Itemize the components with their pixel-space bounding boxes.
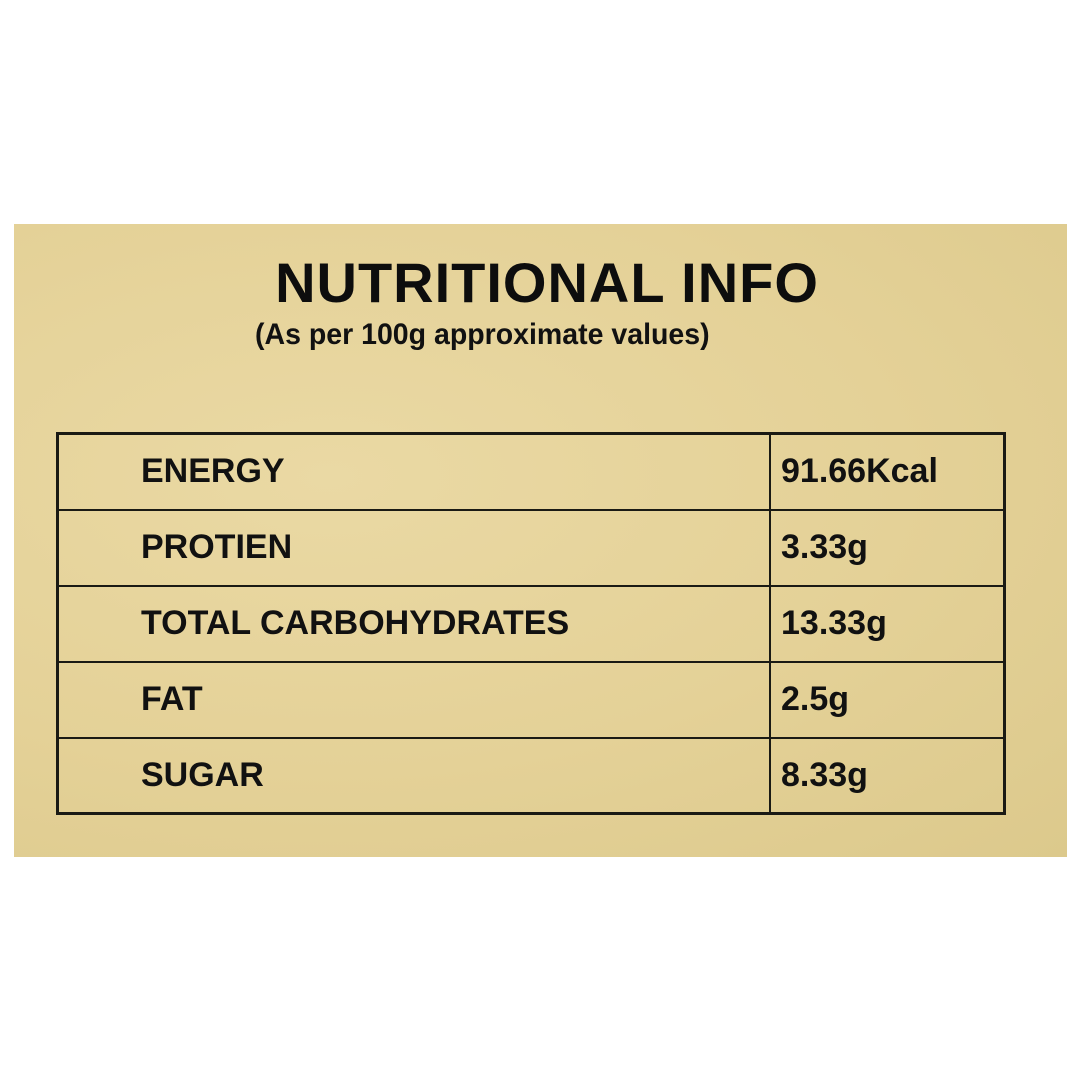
nutrient-value: 2.5g xyxy=(769,660,1006,739)
nutrient-label: ENERGY xyxy=(56,432,771,511)
table-row: ENERGY 91.66Kcal xyxy=(56,432,1006,511)
nutrient-label: FAT xyxy=(56,660,771,739)
nutrient-value: 91.66Kcal xyxy=(769,432,1006,511)
nutrient-label: PROTIEN xyxy=(56,508,771,587)
subtitle: (As per 100g approximate values) xyxy=(255,318,710,351)
nutrient-label: SUGAR xyxy=(56,736,771,815)
nutrient-value: 3.33g xyxy=(769,508,1006,587)
nutrient-value: 13.33g xyxy=(769,584,1006,663)
nutrient-value: 8.33g xyxy=(769,736,1006,815)
table-row: PROTIEN 3.33g xyxy=(56,508,1006,587)
page-title: NUTRITIONAL INFO xyxy=(275,251,819,314)
nutrient-label: TOTAL CARBOHYDRATES xyxy=(56,584,771,663)
table-row: TOTAL CARBOHYDRATES 13.33g xyxy=(56,584,1006,663)
nutrition-table: ENERGY 91.66Kcal PROTIEN 3.33g TOTAL CAR… xyxy=(56,432,1006,815)
table-row: SUGAR 8.33g xyxy=(56,736,1006,815)
table-row: FAT 2.5g xyxy=(56,660,1006,739)
